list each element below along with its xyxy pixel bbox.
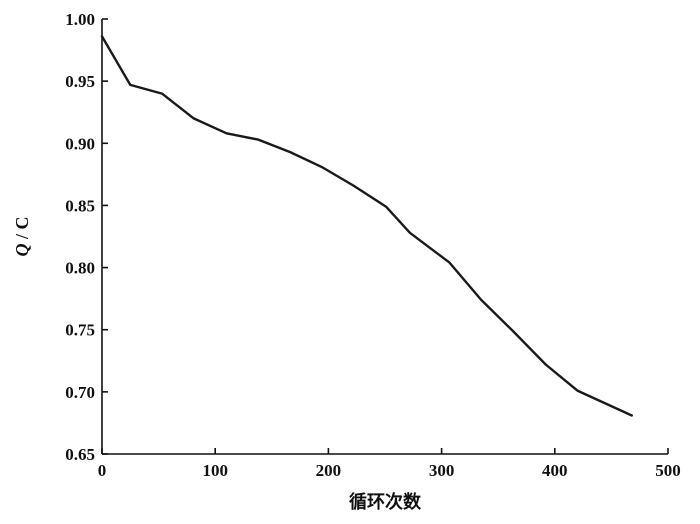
y-tick-label: 1.00 [65, 10, 95, 29]
y-axis-title-unit: / C [12, 217, 32, 244]
y-tick-label: 0.70 [65, 383, 95, 402]
y-tick-label: 0.75 [65, 321, 95, 340]
y-tick-label: 0.85 [65, 196, 95, 215]
axes [101, 19, 668, 455]
y-tick-label: 0.95 [65, 72, 95, 91]
x-tick-label: 500 [655, 461, 681, 480]
x-axis-title: 循环次数 [349, 491, 422, 513]
y-tick-label: 0.80 [65, 259, 95, 278]
y-axis-title-symbol: Q [12, 244, 32, 257]
x-tick-label: 0 [98, 461, 107, 480]
series-line [100, 35, 633, 417]
x-tick-label: 300 [429, 461, 455, 480]
plot-area [100, 35, 633, 417]
y-ticks: 0.65 0.70 0.75 0.80 0.85 0.90 0.95 1.00 [65, 10, 108, 464]
x-tick-label: 100 [202, 461, 228, 480]
x-ticks: 0 100 200 300 400 500 [98, 448, 681, 480]
y-tick-label: 0.65 [65, 445, 95, 464]
x-tick-label: 200 [316, 461, 342, 480]
x-tick-label: 400 [542, 461, 568, 480]
y-axis-title: Q / C [12, 217, 32, 257]
y-tick-label: 0.90 [65, 134, 95, 153]
